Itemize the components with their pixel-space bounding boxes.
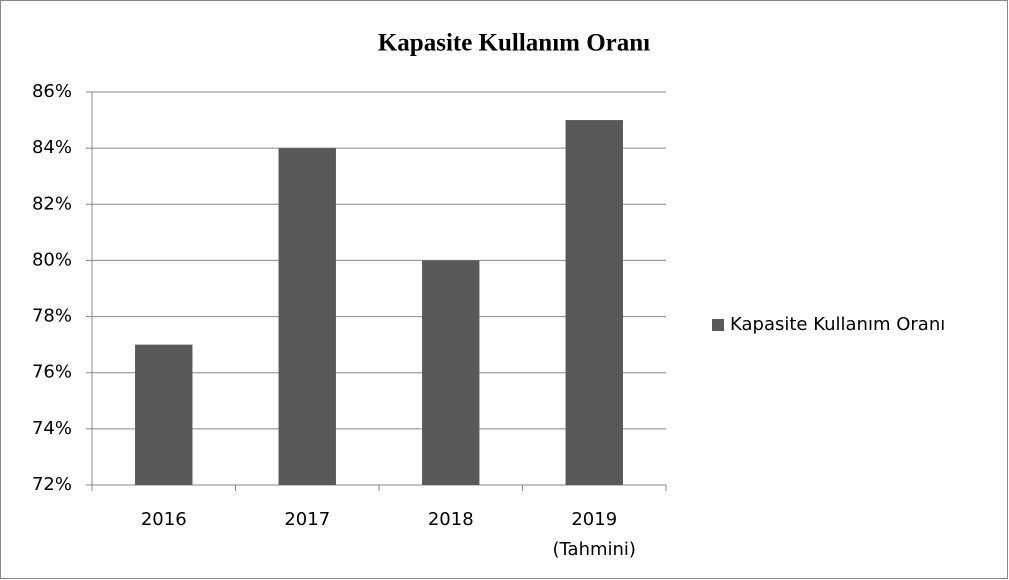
bar — [565, 120, 623, 486]
legend-swatch — [712, 319, 724, 331]
y-tick-label: 78% — [32, 306, 72, 327]
y-tick-label: 84% — [32, 137, 72, 158]
chart-title: Kapasite Kullanım Oranı — [378, 30, 650, 57]
y-tick-label: 74% — [32, 418, 72, 439]
y-tick-label: 86% — [32, 81, 72, 102]
x-tick-label: 2018 — [428, 509, 474, 530]
legend-label: Kapasite Kullanım Oranı — [730, 314, 945, 335]
x-tick-label: 2019 (Tahmini) — [553, 509, 636, 560]
bar — [422, 260, 480, 485]
x-tick-label: 2017 — [284, 509, 330, 530]
bar — [135, 344, 193, 485]
y-tick-label: 72% — [32, 474, 72, 495]
y-tick-label: 76% — [32, 362, 72, 383]
bar — [278, 148, 336, 485]
x-tick-label: 2016 — [141, 509, 187, 530]
y-tick-label: 80% — [32, 249, 72, 270]
y-tick-label: 82% — [32, 193, 72, 214]
